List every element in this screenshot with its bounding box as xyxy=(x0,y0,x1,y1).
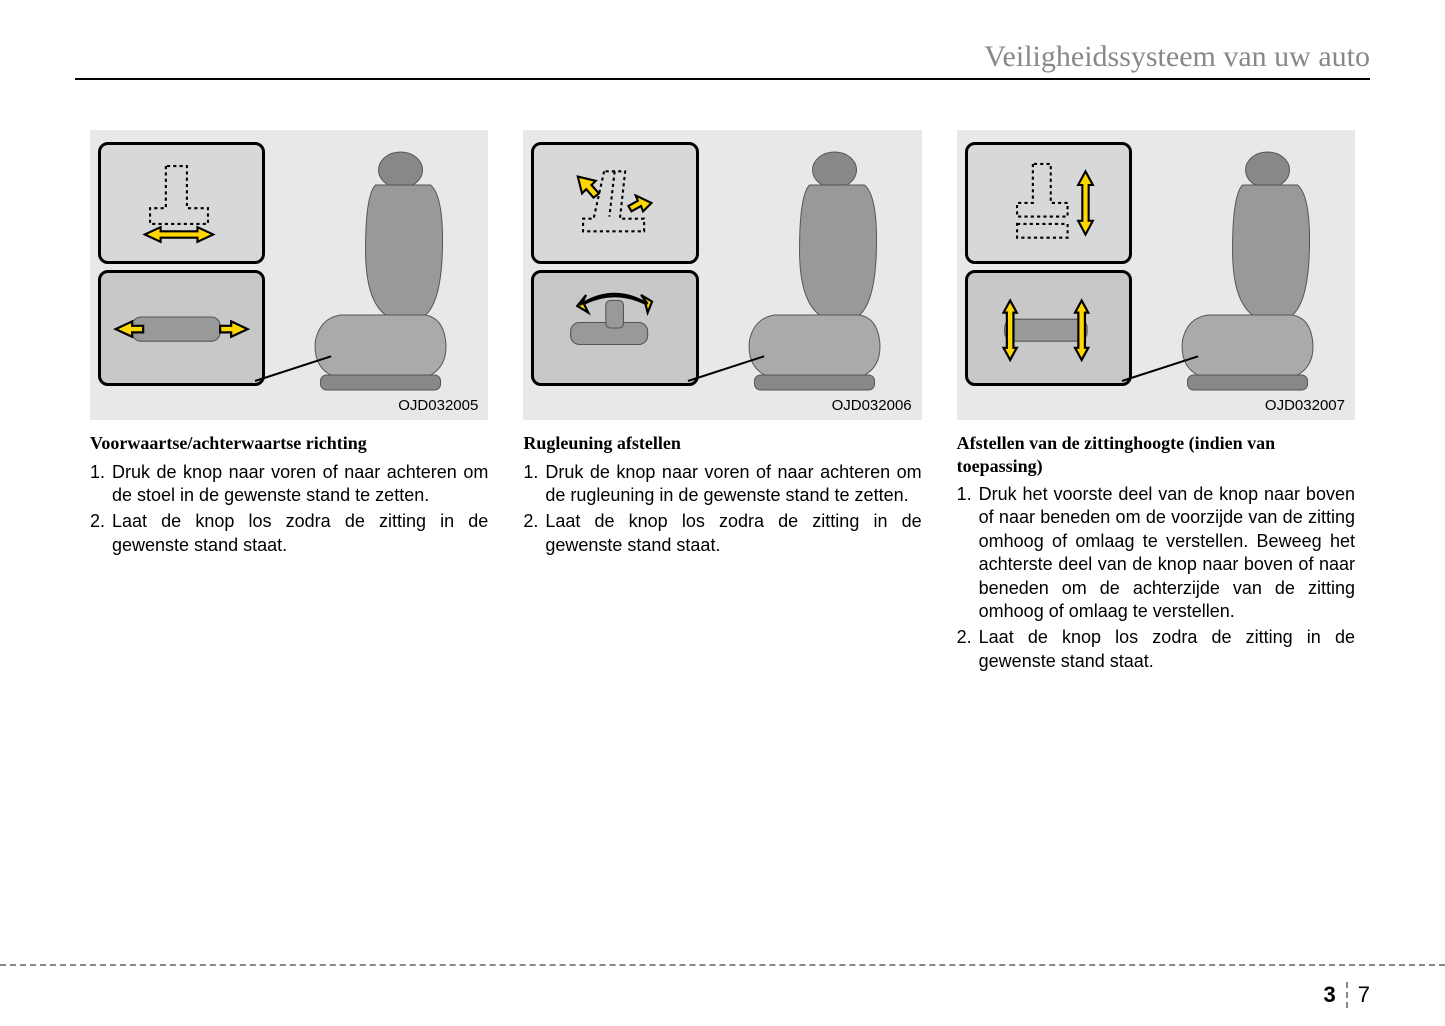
column-forward-backward: OJD032005 Voorwaartse/achterwaartse rich… xyxy=(90,130,488,676)
content-row: OJD032005 Voorwaartse/achterwaartse rich… xyxy=(90,130,1355,676)
step-item: Laat de knop los zodra de zitting in de … xyxy=(523,510,921,557)
inset-top-motion xyxy=(965,142,1132,264)
motion-icon xyxy=(968,145,1129,261)
step-item: Druk het voorste deel van de knop naar b… xyxy=(957,483,1355,623)
seat-illustration xyxy=(261,140,480,400)
inset-bottom-control xyxy=(531,270,698,386)
control-icon xyxy=(101,273,262,383)
page-number-divider xyxy=(1346,982,1348,1008)
figure-backrest: OJD032006 xyxy=(523,130,921,420)
figure-label: OJD032007 xyxy=(1265,397,1345,414)
motion-icon xyxy=(101,145,262,261)
inset-bottom-control xyxy=(965,270,1132,386)
steps-list: Druk het voorste deel van de knop naar b… xyxy=(957,483,1355,676)
figure-label: OJD032005 xyxy=(398,397,478,414)
page-header-title: Veiligheidssysteem van uw auto xyxy=(984,40,1370,74)
header-rule xyxy=(75,78,1370,80)
figure-forward-backward: OJD032005 xyxy=(90,130,488,420)
seat-icon xyxy=(261,140,480,400)
column-backrest: OJD032006 Rugleuning afstellen Druk de k… xyxy=(523,130,921,676)
motion-icon xyxy=(534,145,695,261)
heading-forward-backward: Voorwaartse/achterwaartse richting xyxy=(90,432,488,455)
footer-dashed-rule xyxy=(0,964,1445,966)
inset-top-motion xyxy=(98,142,265,264)
step-item: Druk de knop naar voren of naar achteren… xyxy=(523,461,921,508)
step-item: Laat de knop los zodra de zitting in de … xyxy=(957,626,1355,673)
seat-icon xyxy=(1128,140,1347,400)
control-icon xyxy=(968,273,1129,383)
figure-height: OJD032007 xyxy=(957,130,1355,420)
step-item: Laat de knop los zodra de zitting in de … xyxy=(90,510,488,557)
seat-illustration xyxy=(1128,140,1347,400)
control-icon xyxy=(534,273,695,383)
seat-icon xyxy=(695,140,914,400)
page-number-block: 3 7 xyxy=(1324,982,1371,1008)
step-item: Druk de knop naar voren of naar achteren… xyxy=(90,461,488,508)
column-height: OJD032007 Afstellen van de zittinghoogte… xyxy=(957,130,1355,676)
heading-backrest: Rugleuning afstellen xyxy=(523,432,921,455)
figure-label: OJD032006 xyxy=(832,397,912,414)
page-number: 7 xyxy=(1358,982,1370,1008)
heading-height: Afstellen van de zittinghoogte (indien v… xyxy=(957,432,1355,477)
steps-list: Druk de knop naar voren of naar achteren… xyxy=(90,461,488,561)
seat-illustration xyxy=(695,140,914,400)
chapter-number: 3 xyxy=(1324,982,1336,1008)
inset-top-motion xyxy=(531,142,698,264)
steps-list: Druk de knop naar voren of naar achteren… xyxy=(523,461,921,561)
inset-bottom-control xyxy=(98,270,265,386)
